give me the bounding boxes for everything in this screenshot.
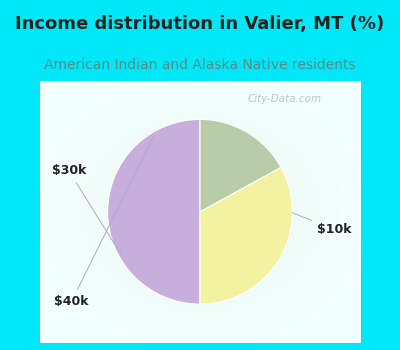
Wedge shape bbox=[200, 167, 292, 304]
Wedge shape bbox=[200, 119, 281, 212]
Wedge shape bbox=[108, 119, 200, 304]
Text: $30k: $30k bbox=[52, 164, 122, 255]
Text: $10k: $10k bbox=[292, 213, 352, 236]
Text: American Indian and Alaska Native residents: American Indian and Alaska Native reside… bbox=[44, 57, 356, 72]
Text: $40k: $40k bbox=[54, 137, 153, 308]
Text: City-Data.com: City-Data.com bbox=[248, 94, 322, 104]
Text: Income distribution in Valier, MT (%): Income distribution in Valier, MT (%) bbox=[15, 15, 385, 33]
